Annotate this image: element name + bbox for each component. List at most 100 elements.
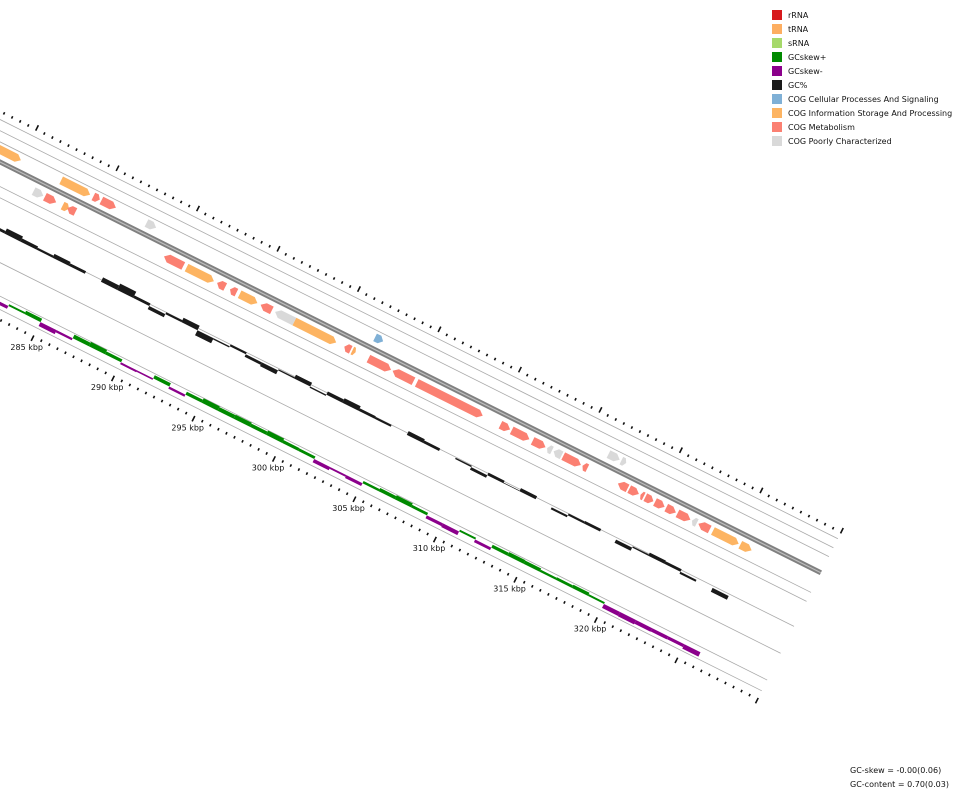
gene-arrow	[237, 290, 258, 305]
gc-content-bar	[469, 467, 488, 478]
gene-arrow	[373, 333, 384, 344]
minor-tick	[474, 556, 478, 560]
gc-skew-negative-bar	[682, 644, 701, 657]
gc-skew-positive-bar	[555, 577, 573, 588]
scale-label: 300 kbp	[252, 464, 285, 473]
scale-ticks	[0, 111, 844, 704]
gc-content-bar	[181, 317, 200, 331]
major-tick	[839, 527, 844, 534]
legend-label: GCskew+	[788, 52, 827, 62]
minor-tick	[212, 216, 215, 220]
gc-content-bar	[165, 312, 183, 323]
ring-line	[0, 262, 781, 654]
minor-tick	[727, 474, 730, 478]
minor-tick	[80, 359, 83, 363]
major-tick	[513, 576, 518, 583]
minor-tick	[724, 681, 727, 685]
minor-tick	[590, 405, 593, 409]
gc-content-bar	[244, 354, 262, 365]
minor-tick	[96, 367, 99, 371]
major-tick	[352, 496, 357, 503]
minor-tick	[539, 588, 542, 592]
minor-tick	[555, 596, 558, 600]
gene-arrow	[67, 206, 78, 216]
major-tick	[356, 286, 362, 293]
minor-tick	[361, 500, 365, 504]
legend-item: GCskew-	[772, 64, 952, 78]
gene-arrow	[414, 379, 483, 418]
minor-tick	[88, 363, 91, 367]
gc-content-bar	[229, 344, 247, 355]
legend-swatch	[772, 52, 782, 62]
gc-skew-negative-bar	[136, 370, 154, 380]
minor-tick	[635, 637, 639, 641]
minor-tick	[187, 204, 191, 208]
gene-arrow	[350, 346, 356, 356]
legend-item: GC%	[772, 78, 952, 92]
minor-tick	[418, 528, 421, 532]
legend-label: COG Information Storage And Processing	[788, 108, 953, 118]
minor-tick	[667, 653, 671, 657]
minor-tick	[469, 345, 473, 349]
gc-content-bar	[422, 440, 441, 451]
minor-tick	[442, 540, 446, 544]
gene-arrow	[640, 491, 646, 501]
minor-tick	[7, 323, 11, 327]
legend-swatch	[772, 94, 782, 104]
minor-tick	[348, 285, 352, 289]
gc-skew-stat: GC-skew = -0.00(0.06)	[850, 766, 942, 775]
ring-line	[0, 119, 839, 540]
gc-skew-positive-bar	[72, 334, 91, 347]
gc-skew-positive-bar	[410, 504, 429, 516]
minor-tick	[184, 411, 188, 415]
minor-tick	[831, 526, 835, 530]
gc-content-bar	[632, 546, 649, 556]
minor-tick	[413, 317, 416, 321]
backbone-highlight	[0, 161, 822, 574]
minor-tick	[783, 502, 787, 506]
gc-content-bar	[358, 408, 376, 419]
minor-tick	[767, 494, 771, 498]
gc-content-bar	[20, 238, 39, 250]
minor-tick	[220, 220, 223, 224]
minor-tick	[445, 333, 449, 337]
minor-tick	[144, 391, 148, 395]
minor-tick	[683, 661, 687, 665]
gc-skew-positive-bar	[8, 304, 26, 314]
gene-arrow	[582, 463, 590, 472]
minor-tick	[257, 447, 260, 451]
ring-line	[0, 295, 768, 681]
gc-skew-negative-bar	[666, 636, 685, 648]
minor-tick	[703, 462, 706, 466]
minor-tick	[807, 514, 811, 518]
minor-tick	[217, 427, 220, 431]
minor-tick	[155, 188, 159, 192]
gc-content-bar	[406, 431, 425, 443]
minor-tick	[461, 341, 465, 345]
gc-content-bar	[519, 488, 538, 500]
minor-tick	[501, 361, 505, 365]
gene-arrow	[392, 369, 416, 385]
legend-swatch	[772, 80, 782, 90]
minor-tick	[606, 413, 610, 417]
minor-tick	[308, 264, 312, 268]
scale-label: 290 kbp	[91, 383, 124, 392]
gc-content-bar	[455, 457, 472, 468]
gc-content-bar	[278, 369, 295, 379]
minor-tick	[453, 337, 457, 341]
minor-tick	[316, 268, 320, 272]
gene-arrow	[31, 187, 44, 198]
minor-tick	[493, 357, 497, 361]
legend-label: COG Metabolism	[788, 122, 855, 132]
minor-tick	[823, 522, 827, 526]
gc-skew-positive-bar	[362, 481, 380, 492]
ring-line	[0, 309, 762, 692]
legend-item: COG Information Storage And Processing	[772, 106, 952, 120]
gc-content-bar	[487, 472, 505, 484]
gc-skew-negative-bar	[650, 628, 669, 640]
minor-tick	[662, 442, 666, 446]
gc-skew-negative-bar	[312, 459, 331, 471]
gc-skew-positive-bar	[265, 430, 285, 443]
gc-skew-negative-bar	[120, 362, 138, 373]
